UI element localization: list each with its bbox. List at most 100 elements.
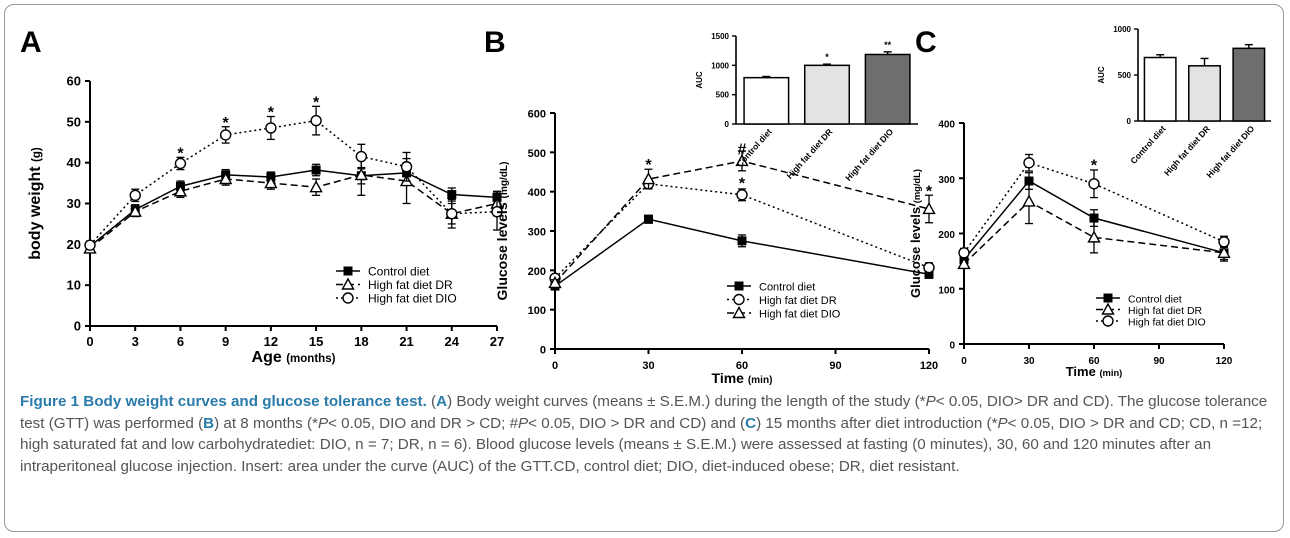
inset-category-label: High fat diet DR (784, 127, 834, 181)
x-tick-label: 60 (1088, 356, 1100, 367)
legend-marker (1103, 293, 1113, 303)
data-point (957, 256, 971, 270)
data-point (446, 208, 458, 220)
data-point (447, 190, 457, 200)
series-line (89, 174, 498, 249)
series-line (963, 161, 1225, 254)
caption-part: ) 15 months after diet introduction (* (756, 414, 998, 432)
x-tick-label: 24 (445, 334, 460, 349)
caption-part: < 0.05, DIO> DR and CD). The glucose tol… (20, 393, 1268, 432)
data-point (1087, 230, 1101, 243)
data-point (1023, 157, 1035, 169)
y-tick-label: 0 (949, 341, 955, 352)
data-point (400, 161, 413, 173)
auc-bar (1232, 47, 1266, 122)
figure-frame (4, 4, 1284, 532)
legend-marker (1101, 302, 1115, 315)
y-tick-label: 400 (938, 120, 955, 131)
data-point (129, 189, 141, 202)
data-point (354, 167, 369, 181)
inset-y-axis-label: AUC (695, 71, 704, 89)
inset-y-tick-label: 0 (725, 120, 730, 129)
x-tick-label: 90 (1153, 356, 1165, 367)
x-tick-label: 6 (177, 334, 184, 349)
data-point (548, 275, 562, 289)
data-point (644, 214, 653, 224)
x-tick-label: 21 (399, 334, 413, 349)
data-point (736, 189, 748, 201)
x-tick-label: 9 (222, 334, 229, 349)
series-line (89, 119, 498, 246)
x-tick-label: 30 (1023, 356, 1035, 367)
panel-letter: B (484, 26, 506, 59)
inset-category-label: High fat diet DIO (1204, 123, 1256, 179)
y-tick-label: 0 (540, 345, 546, 357)
data-point (1217, 245, 1231, 259)
x-axis-label: Time (min) (1066, 364, 1123, 379)
data-point (311, 165, 321, 175)
y-tick-label: 200 (938, 230, 955, 241)
data-point (737, 236, 747, 246)
significance-mark: * (1091, 157, 1098, 174)
x-axis-label: Time (min) (712, 370, 773, 386)
legend-marker (343, 266, 353, 276)
y-tick-label: 400 (528, 187, 546, 199)
data-point (310, 114, 322, 127)
data-point (1088, 178, 1100, 190)
y-tick-label: 40 (67, 155, 81, 170)
inset-y-tick-label: 500 (1118, 71, 1132, 80)
legend-marker (734, 281, 744, 291)
inset-y-tick-label: 0 (1127, 117, 1132, 126)
caption-title: Figure 1 Body weight curves and glucose … (20, 393, 427, 410)
chart-panel-C: C 0 100 200 300 400 0 30 60 90 120 Time (min) Glucos… (908, 25, 1271, 379)
caption-part: B (203, 414, 215, 432)
y-axis-label: Glucose levels (mg/dL) (908, 169, 923, 298)
legend-label: High fat diet DIO (1128, 317, 1206, 329)
data-point (355, 150, 368, 163)
legend-label: High fat diet DIO (759, 309, 841, 321)
x-tick-label: 27 (490, 334, 504, 349)
data-point (735, 154, 749, 167)
legend-marker (732, 306, 746, 319)
series-line (554, 218, 930, 287)
y-axis-label: Glucose levels (mg/dL) (494, 162, 510, 301)
caption-part: P (518, 414, 529, 432)
x-axis-label: Age (months) (252, 349, 336, 366)
significance-mark: * (313, 94, 320, 111)
data-point (924, 269, 934, 279)
significance-mark: * (739, 176, 746, 193)
legend-label: High fat diet DR (368, 278, 453, 292)
significance-mark: * (926, 183, 933, 200)
x-tick-label: 120 (1216, 356, 1233, 367)
series-line (963, 180, 1225, 260)
y-tick-label: 0 (74, 319, 81, 334)
significance-mark: * (645, 157, 652, 174)
caption-part: ) Body weight curves (means ± S.E.M.) du… (447, 393, 926, 410)
y-tick-label: 300 (938, 175, 955, 186)
legend-label: Control diet (1128, 294, 1182, 306)
caption-part: ( (431, 393, 437, 410)
inset-category-label: High fat diet DIO (843, 126, 895, 182)
inset-y-tick-label: 1500 (711, 32, 729, 41)
data-point (265, 122, 277, 134)
data-point (174, 157, 187, 170)
data-point (958, 247, 970, 259)
panel-letter: A (20, 26, 42, 59)
inset-y-tick-label: 1000 (711, 61, 729, 70)
caption-part: < 0.05, DIO > DR and CD) and ( (528, 414, 746, 432)
legend-marker (341, 277, 355, 290)
x-tick-label: 15 (309, 334, 323, 349)
auc-bar (743, 76, 790, 125)
auc-bar (864, 53, 911, 125)
data-point (491, 205, 503, 218)
y-tick-label: 100 (528, 305, 546, 317)
y-tick-label: 60 (67, 74, 81, 89)
y-tick-label: 600 (528, 109, 546, 121)
data-point (923, 261, 935, 274)
legend-marker (342, 292, 354, 304)
y-tick-label: 50 (67, 114, 81, 129)
significance-mark: * (268, 105, 275, 122)
